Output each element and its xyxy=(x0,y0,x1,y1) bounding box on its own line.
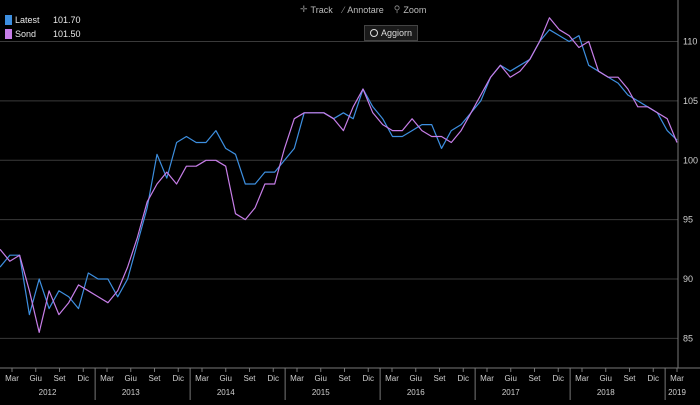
crosshair-icon: ✛ xyxy=(300,4,308,14)
x-tick-label: Set xyxy=(528,374,541,383)
x-tick-label: Giu xyxy=(600,374,612,383)
x-tick-label: Mar xyxy=(195,374,209,383)
year-label: 2014 xyxy=(217,388,235,397)
x-tick-label: Giu xyxy=(30,374,42,383)
year-label: 2019 xyxy=(668,388,686,397)
pencil-icon: ⁄ xyxy=(342,4,345,15)
x-tick-label: Set xyxy=(623,374,636,383)
y-tick-label: 100 xyxy=(683,155,698,165)
year-label: 2015 xyxy=(312,388,330,397)
year-label: 2013 xyxy=(122,388,140,397)
legend-label: Sond xyxy=(15,29,37,39)
x-tick-label: Mar xyxy=(290,374,304,383)
x-tick-label: Dic xyxy=(362,374,374,383)
x-tick-label: Dic xyxy=(172,374,184,383)
x-tick-label: Dic xyxy=(457,374,469,383)
y-tick-label: 105 xyxy=(683,96,698,106)
x-tick-label: Mar xyxy=(100,374,114,383)
gridlines xyxy=(0,41,678,339)
x-tick-label: Giu xyxy=(410,374,422,383)
refresh-button[interactable]: Aggiorn xyxy=(364,25,419,41)
x-tick-label: Set xyxy=(243,374,256,383)
annotate-button[interactable]: ⁄ Annotare xyxy=(343,4,384,15)
x-tick-label: Set xyxy=(338,374,351,383)
legend-value: 101.50 xyxy=(53,29,81,39)
x-tick-label: Set xyxy=(148,374,161,383)
year-label: 2018 xyxy=(597,388,615,397)
refresh-icon xyxy=(370,29,378,37)
x-tick-label: Giu xyxy=(125,374,137,383)
y-tick-label: 95 xyxy=(683,215,693,225)
x-tick-label: Giu xyxy=(505,374,517,383)
x-tick-label: Mar xyxy=(480,374,494,383)
x-tick-label: Dic xyxy=(267,374,279,383)
x-tick-label: Giu xyxy=(220,374,232,383)
x-tick-label: Dic xyxy=(552,374,564,383)
x-tick-label: Giu xyxy=(315,374,327,383)
track-label: Track xyxy=(310,4,333,15)
year-label: 2012 xyxy=(39,388,57,397)
series-lines xyxy=(0,17,678,333)
year-label: 2017 xyxy=(502,388,520,397)
legend-value: 101.70 xyxy=(53,15,81,25)
zoom-button[interactable]: ⚲ Zoom xyxy=(394,4,427,15)
chart-legend: Latest 101.70 Sond 101.50 xyxy=(5,13,81,41)
legend-entry-sond[interactable]: Sond 101.50 xyxy=(5,27,81,41)
chart-toolbar: ✛ Track ⁄ Annotare ⚲ Zoom xyxy=(300,4,426,15)
legend-swatch xyxy=(5,15,12,25)
x-tick-label: Mar xyxy=(385,374,399,383)
annotate-label: Annotare xyxy=(347,4,384,15)
y-tick-label: 85 xyxy=(683,333,693,343)
y-tick-label: 90 xyxy=(683,274,693,284)
x-tick-label: Mar xyxy=(575,374,589,383)
refresh-label: Aggiorn xyxy=(381,28,413,38)
x-tick-label: Dic xyxy=(647,374,659,383)
x-tick-label: Dic xyxy=(77,374,89,383)
legend-label: Latest xyxy=(15,15,40,25)
series-line-latest[interactable] xyxy=(0,29,678,316)
legend-swatch xyxy=(5,29,12,39)
x-tick-label: Mar xyxy=(5,374,19,383)
y-tick-label: 110 xyxy=(683,37,697,47)
x-tick-label: Set xyxy=(433,374,446,383)
track-button[interactable]: ✛ Track xyxy=(300,4,333,15)
magnifier-icon: ⚲ xyxy=(393,4,401,14)
series-line-sond[interactable] xyxy=(0,17,678,333)
x-tick-label: Set xyxy=(53,374,66,383)
x-tick-label: Mar xyxy=(670,374,684,383)
zoom-label: Zoom xyxy=(403,4,427,15)
year-label: 2016 xyxy=(407,388,425,397)
legend-entry-latest[interactable]: Latest 101.70 xyxy=(5,13,81,27)
